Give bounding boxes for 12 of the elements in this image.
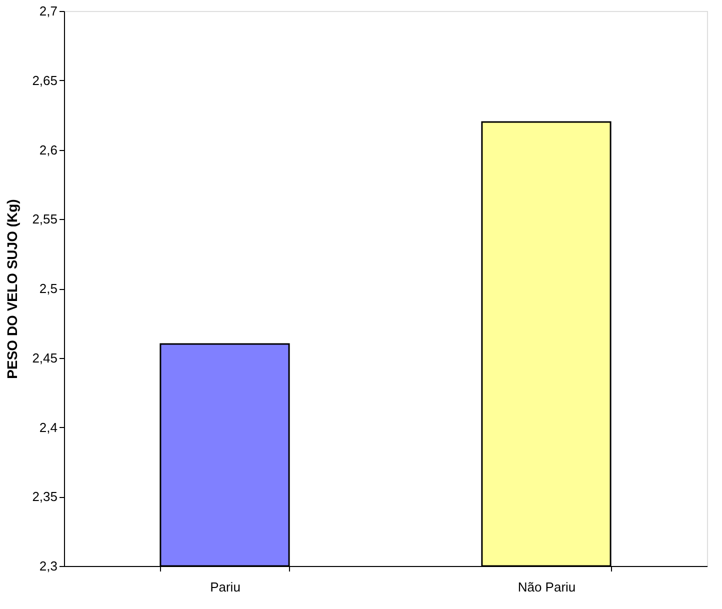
y-tick-label: 2,5: [39, 281, 58, 296]
y-tick-label: 2,7: [39, 4, 58, 18]
y-tick-label: 2,35: [32, 489, 58, 504]
x-tick-label: Não Pariu: [518, 580, 576, 594]
y-tick-label: 2,4: [39, 420, 58, 435]
y-tick-label: 2,65: [32, 72, 58, 88]
y-tick-label: 2,55: [32, 212, 58, 227]
y-axis-title: PESO DO VELO SUJO (Kg): [4, 199, 20, 379]
y-tick-label: 2,3: [39, 558, 58, 574]
x-tick-label: Pariu: [210, 580, 240, 594]
y-tick-label: 2,6: [39, 142, 58, 158]
y-tick-label: 2,45: [32, 350, 58, 366]
